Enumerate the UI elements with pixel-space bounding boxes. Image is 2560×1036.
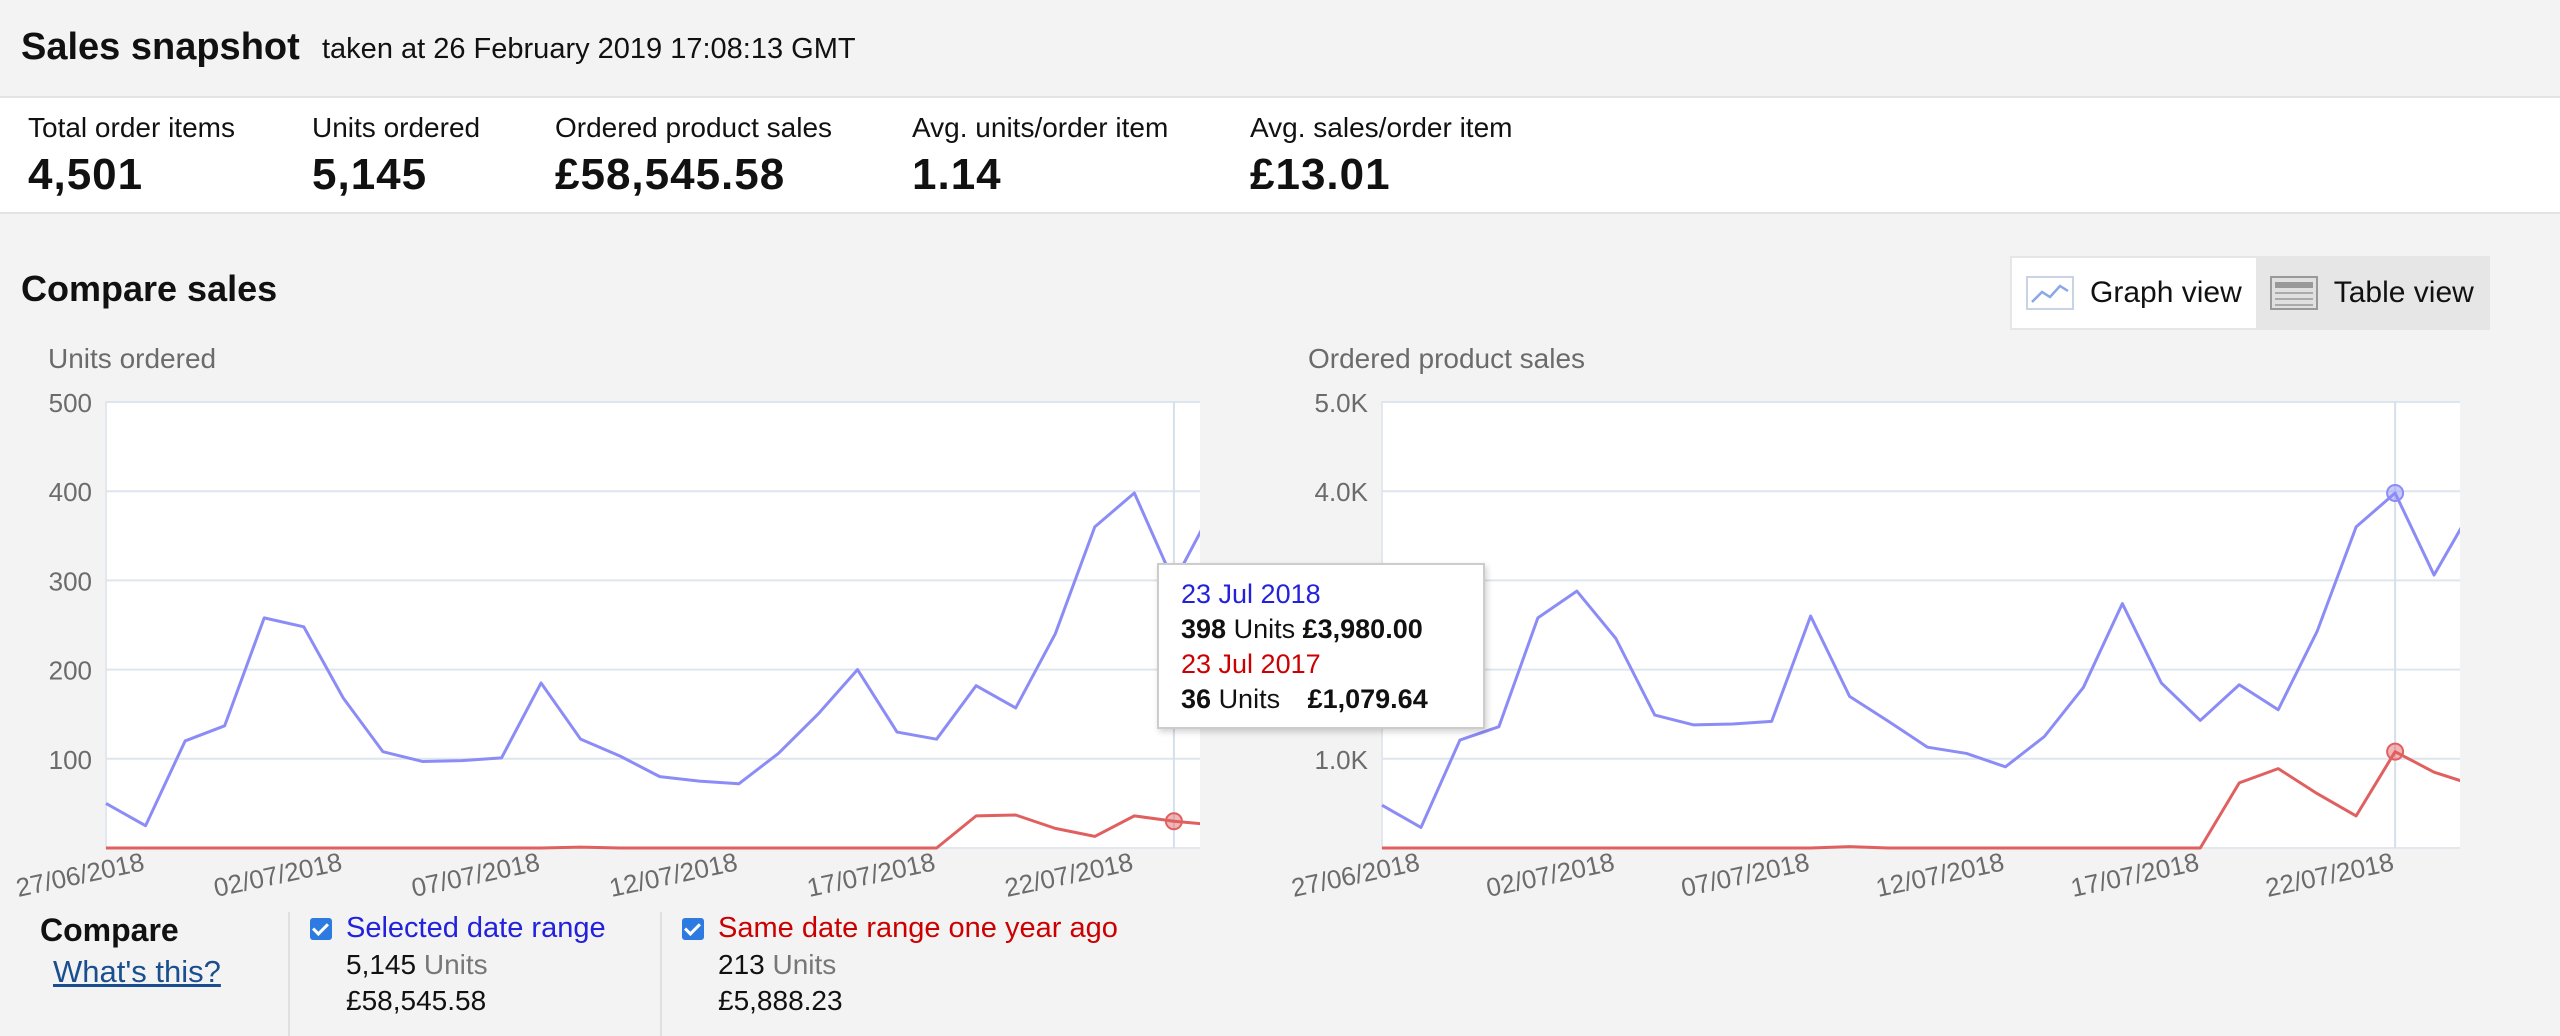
legend-previous: Same date range one year ago 213 Units £… bbox=[660, 912, 1162, 1036]
view-toggle: Graph view Table view bbox=[2010, 256, 2490, 330]
table-view-button[interactable]: Table view bbox=[2256, 258, 2488, 328]
tooltip-row-current: 398 Units £3,980.00 bbox=[1181, 612, 1461, 647]
metric-avg-sales-per-order-item: Avg. sales/order item £13.01 bbox=[1250, 112, 1513, 200]
compare-legend: Compare What's this? Selected date range… bbox=[0, 912, 1260, 1036]
y-axis-title: Units ordered bbox=[48, 343, 216, 374]
x-tick-label: 12/07/2018 bbox=[607, 847, 741, 900]
chart-svg: Units ordered 500 400 300 200 100 27/06/2018 02… bbox=[13, 343, 1200, 900]
current-units-word: Units bbox=[423, 949, 488, 980]
previous-units: 213 bbox=[718, 949, 765, 980]
current-range-label: Selected date range bbox=[346, 912, 606, 944]
tooltip-sales-previous: £1,079.64 bbox=[1307, 684, 1428, 714]
metric-value: £58,545.58 bbox=[555, 150, 786, 199]
x-tick-label: 27/06/2018 bbox=[1289, 847, 1423, 900]
tooltip-date-current: 23 Jul 2018 bbox=[1181, 579, 1321, 609]
whats-this-link[interactable]: What's this? bbox=[53, 954, 221, 989]
metric-label: Units ordered bbox=[312, 112, 481, 143]
graph-view-label: Graph view bbox=[2090, 276, 2242, 309]
metric-units-ordered: Units ordered 5,145 bbox=[312, 112, 480, 200]
chart-tooltip: 23 Jul 2018 398 Units £3,980.00 23 Jul 2… bbox=[1157, 563, 1485, 729]
y-tick-label: 4.0K bbox=[1315, 477, 1369, 507]
y-tick-label: 1.0K bbox=[1315, 745, 1369, 775]
plot-area bbox=[105, 401, 1200, 849]
metric-label: Total order items bbox=[28, 112, 235, 143]
previous-sales: £5,888.23 bbox=[718, 985, 843, 1016]
highlight-marker-previous bbox=[2386, 742, 2405, 761]
x-tick-label: 17/07/2018 bbox=[804, 847, 938, 900]
table-icon bbox=[2269, 276, 2318, 310]
tooltip-units-word: Units bbox=[1218, 684, 1281, 714]
tooltip-units-current: 398 bbox=[1181, 614, 1227, 644]
metric-ordered-product-sales: Ordered product sales £58,545.58 bbox=[555, 112, 832, 200]
metric-value: £13.01 bbox=[1250, 150, 1391, 199]
highlight-marker-current bbox=[2386, 483, 2405, 502]
y-tick-label: 100 bbox=[49, 745, 92, 775]
tooltip-date-previous: 23 Jul 2017 bbox=[1181, 649, 1321, 679]
tooltip-units-word: Units bbox=[1233, 614, 1296, 644]
y-tick-label: 200 bbox=[49, 656, 92, 686]
checkbox-previous[interactable] bbox=[682, 917, 704, 940]
current-units: 5,145 bbox=[346, 949, 417, 980]
checkbox-current[interactable] bbox=[310, 917, 332, 940]
metric-label: Avg. sales/order item bbox=[1250, 112, 1513, 143]
series-line-current bbox=[105, 491, 1200, 828]
previous-range-label: Same date range one year ago bbox=[718, 912, 1118, 944]
metric-avg-units-per-order-item: Avg. units/order item 1.14 bbox=[912, 112, 1168, 200]
tooltip-units-previous: 36 bbox=[1181, 684, 1212, 714]
previous-units-word: Units bbox=[772, 949, 837, 980]
metric-label: Ordered product sales bbox=[555, 112, 833, 143]
previous-units-line: 213 Units bbox=[718, 949, 1162, 981]
tooltip-row-previous: 36 Units £1,079.64 bbox=[1181, 682, 1461, 717]
series-line-previous bbox=[1382, 750, 2460, 850]
metric-label: Avg. units/order item bbox=[912, 112, 1169, 143]
metric-total-order-items: Total order items 4,501 bbox=[28, 112, 235, 200]
table-view-label: Table view bbox=[2333, 276, 2474, 309]
current-sales: £58,545.58 bbox=[346, 985, 487, 1016]
legend-current: Selected date range 5,145 Units £58,545.… bbox=[288, 912, 640, 1036]
y-tick-label: 5.0K bbox=[1315, 388, 1369, 418]
chart-svg: Ordered product sales 5.0K 4.0K 1.0K 27/06/2… bbox=[1289, 343, 2460, 900]
line-graph-icon bbox=[2026, 276, 2074, 310]
x-tick-label: 17/07/2018 bbox=[2068, 847, 2202, 900]
tooltip-sales-current: £3,980.00 bbox=[1302, 614, 1423, 644]
x-tick-label: 27/06/2018 bbox=[13, 847, 147, 900]
compare-sales-title: Compare sales bbox=[21, 268, 278, 309]
current-range-toggle[interactable]: Selected date range bbox=[310, 912, 640, 945]
snapshot-header: Sales snapshot taken at 26 February 2019… bbox=[0, 0, 2560, 98]
metric-value: 5,145 bbox=[312, 150, 428, 199]
metric-value: 4,501 bbox=[28, 150, 144, 199]
page-title: Sales snapshot bbox=[21, 26, 300, 68]
units-ordered-chart: Units ordered 500 400 300 200 100 27/06/2018 02… bbox=[0, 340, 1200, 900]
previous-range-toggle[interactable]: Same date range one year ago bbox=[682, 912, 1162, 945]
x-tick-label: 22/07/2018 bbox=[2263, 847, 2397, 900]
y-axis-title: Ordered product sales bbox=[1308, 343, 1585, 374]
x-tick-label: 02/07/2018 bbox=[1484, 847, 1618, 900]
x-tick-label: 07/07/2018 bbox=[1678, 847, 1812, 900]
y-tick-label: 500 bbox=[49, 388, 92, 418]
metric-value: 1.14 bbox=[912, 150, 1002, 199]
x-tick-label: 02/07/2018 bbox=[211, 847, 345, 900]
snapshot-timestamp: taken at 26 February 2019 17:08:13 GMT bbox=[322, 33, 856, 65]
ordered-product-sales-chart: Ordered product sales 5.0K 4.0K 1.0K 27/06/2… bbox=[1260, 340, 2460, 900]
x-tick-label: 12/07/2018 bbox=[1873, 847, 2007, 900]
current-units-line: 5,145 Units bbox=[346, 949, 640, 981]
legend-label: Compare bbox=[40, 912, 179, 948]
x-tick-label: 07/07/2018 bbox=[409, 847, 543, 900]
graph-view-button[interactable]: Graph view bbox=[2012, 258, 2256, 328]
metrics-bar: Total order items 4,501 Units ordered 5,… bbox=[0, 98, 2560, 214]
series-line-previous bbox=[106, 813, 1200, 850]
highlight-marker-previous bbox=[1164, 812, 1183, 831]
series-line-current bbox=[1381, 491, 2460, 829]
y-tick-label: 300 bbox=[49, 566, 92, 596]
x-tick-label: 22/07/2018 bbox=[1002, 847, 1136, 900]
y-tick-label: 400 bbox=[49, 477, 92, 507]
